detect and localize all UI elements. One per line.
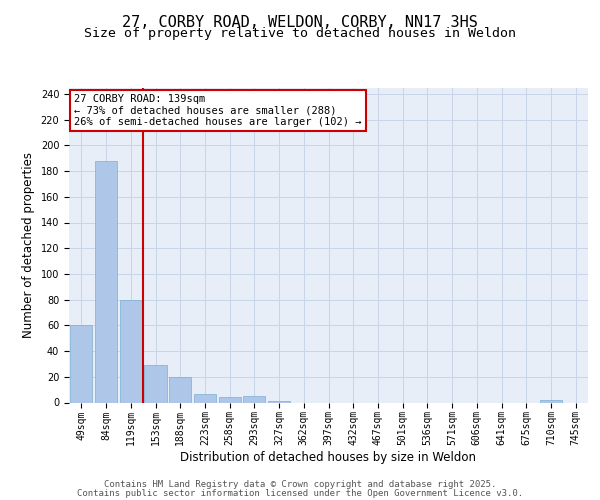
Bar [243, 396, 265, 402]
Bar [70, 326, 92, 402]
Bar [194, 394, 216, 402]
Text: 27 CORBY ROAD: 139sqm
← 73% of detached houses are smaller (288)
26% of semi-det: 27 CORBY ROAD: 139sqm ← 73% of detached … [74, 94, 362, 127]
Bar [119, 300, 142, 403]
Bar [145, 365, 167, 403]
Bar [540, 400, 562, 402]
Y-axis label: Number of detached properties: Number of detached properties [22, 152, 35, 338]
X-axis label: Distribution of detached houses by size in Weldon: Distribution of detached houses by size … [181, 451, 476, 464]
Text: Contains HM Land Registry data © Crown copyright and database right 2025.: Contains HM Land Registry data © Crown c… [104, 480, 496, 489]
Bar [268, 401, 290, 402]
Text: 27, CORBY ROAD, WELDON, CORBY, NN17 3HS: 27, CORBY ROAD, WELDON, CORBY, NN17 3HS [122, 15, 478, 30]
Bar [95, 161, 117, 402]
Text: Size of property relative to detached houses in Weldon: Size of property relative to detached ho… [84, 28, 516, 40]
Bar [169, 377, 191, 402]
Bar [218, 398, 241, 402]
Text: Contains public sector information licensed under the Open Government Licence v3: Contains public sector information licen… [77, 488, 523, 498]
